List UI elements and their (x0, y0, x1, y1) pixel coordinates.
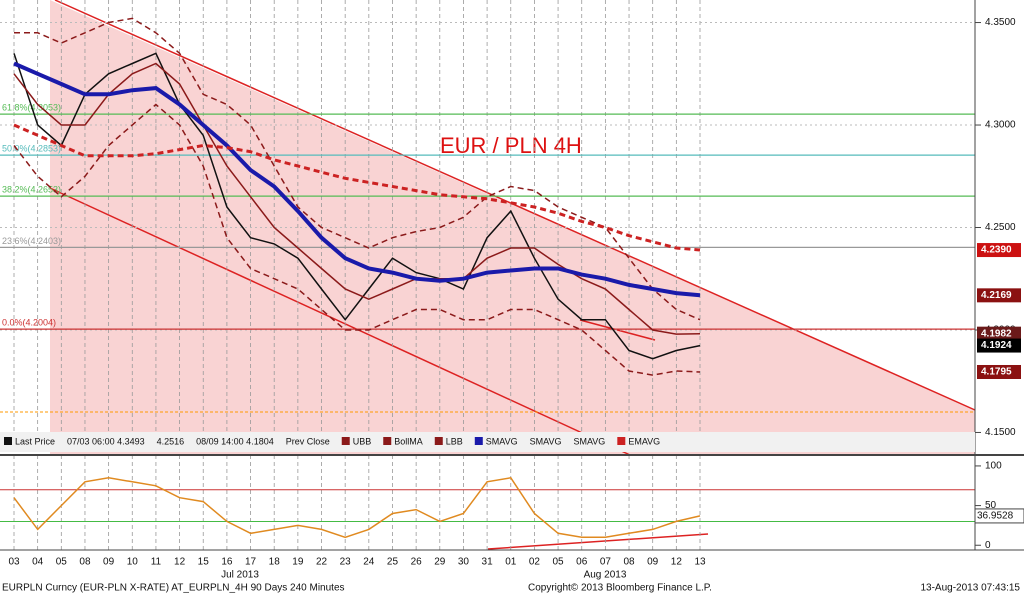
x-tick-label: 15 (198, 557, 210, 568)
legend-swatch (383, 437, 392, 445)
x-tick-label: 12 (174, 557, 186, 568)
channel-lower (49, 187, 631, 456)
value-tag (977, 326, 1021, 341)
x-tick-label: 05 (553, 557, 565, 568)
series-line (13, 123, 701, 252)
x-tick-label: 23 (340, 557, 352, 568)
month-label: Jul 2013 (221, 570, 259, 581)
x-tick-label: 07 (600, 557, 612, 568)
series-line (13, 476, 701, 539)
legend-label: Last Price (15, 436, 55, 446)
series-line (13, 61, 701, 298)
legend-swatch (341, 437, 350, 445)
series-line (13, 52, 701, 360)
fib-label: 50.0%(4.2853) (2, 144, 61, 154)
x-tick-label: 31 (482, 557, 494, 568)
x-tick-label: 17 (245, 557, 257, 568)
series-line (13, 62, 701, 335)
x-tick-label: 22 (316, 557, 328, 568)
legend-label: 08/09 14:00 4.1804 (196, 436, 274, 446)
footer-text: 13-Aug-2013 07:43:15 (920, 583, 1020, 594)
x-tick-label: 08 (623, 557, 635, 568)
value-tag-label: 4.2390 (981, 245, 1012, 256)
x-tick-label: 26 (411, 557, 423, 568)
y-tick-label: 4.3500 (985, 17, 1016, 28)
x-tick-label: 06 (576, 557, 588, 568)
fib-label: 0.0%(4.2004) (2, 318, 56, 328)
legend-label: SMAVG (530, 436, 562, 446)
y-tick-label: 100 (985, 461, 1002, 472)
x-tick-label: 13 (694, 557, 706, 568)
value-tag (977, 364, 1021, 379)
value-tag (974, 508, 1024, 524)
x-tick-label: 03 (8, 557, 20, 568)
trend-line (579, 319, 656, 341)
footer-text: Copyright© 2013 Bloomberg Finance L.P. (528, 583, 712, 594)
x-tick-label: 18 (269, 557, 281, 568)
legend-swatch (4, 437, 12, 445)
y-tick-label: 0 (985, 540, 991, 551)
x-tick-label: 08 (79, 557, 91, 568)
x-tick-label: 01 (505, 557, 517, 568)
x-tick-label: 10 (127, 557, 139, 568)
fib-label: 38.2%(4.2653) (2, 185, 61, 195)
value-tag (977, 243, 1021, 258)
legend-swatch (617, 437, 626, 445)
x-tick-label: 02 (529, 557, 541, 568)
legend-label: UBB (353, 436, 372, 446)
osc-trend-line (487, 533, 709, 550)
x-tick-label: 24 (363, 557, 375, 568)
x-tick-label: 12 (671, 557, 683, 568)
y-tick-label: 4.1500 (985, 427, 1016, 438)
x-tick-label: 04 (32, 557, 44, 568)
legend-label: EMAVG (628, 436, 660, 446)
series-line (13, 103, 701, 376)
x-tick-label: 30 (458, 557, 470, 568)
value-tag-label: 4.1795 (981, 367, 1012, 378)
x-tick-label: 09 (103, 557, 115, 568)
value-tag (977, 288, 1021, 303)
value-tag-label: 4.2169 (981, 290, 1012, 301)
value-tag (977, 338, 1021, 353)
value-tag-label: 4.1982 (981, 328, 1012, 339)
legend-label: BollMA (394, 436, 423, 446)
x-tick-label: 05 (56, 557, 68, 568)
legend-label: SMAVG (486, 436, 518, 446)
footer-text: EURPLN Curncy (EUR-PLN X-RATE) AT_EURPLN… (2, 583, 345, 594)
fib-label: 23.6%(4.2403) (2, 236, 61, 246)
legend-label: Prev Close (286, 436, 330, 446)
month-label: Aug 2013 (584, 570, 627, 581)
y-tick-label: 50 (985, 500, 997, 511)
x-tick-label: 19 (292, 557, 304, 568)
legend-label: SMAVG (573, 436, 605, 446)
legend-label: 07/03 06:00 4.3493 (67, 436, 145, 446)
series-line (14, 17, 701, 321)
x-tick-label: 11 (151, 557, 162, 568)
value-tag-label: 4.1924 (981, 340, 1012, 351)
x-tick-label: 29 (434, 557, 446, 568)
legend-swatch (474, 437, 483, 445)
x-tick-label: 16 (221, 557, 233, 568)
legend-bar (0, 432, 975, 452)
value-tag-label: 36.9528 (977, 511, 1014, 522)
y-tick-label: 4.2500 (985, 222, 1016, 233)
legend-label: LBB (446, 436, 463, 446)
y-tick-label: 4.3000 (985, 120, 1016, 131)
x-tick-label: 09 (647, 557, 659, 568)
legend-label: 4.2516 (157, 436, 185, 446)
x-tick-label: 25 (387, 557, 399, 568)
legend-swatch (434, 437, 443, 445)
